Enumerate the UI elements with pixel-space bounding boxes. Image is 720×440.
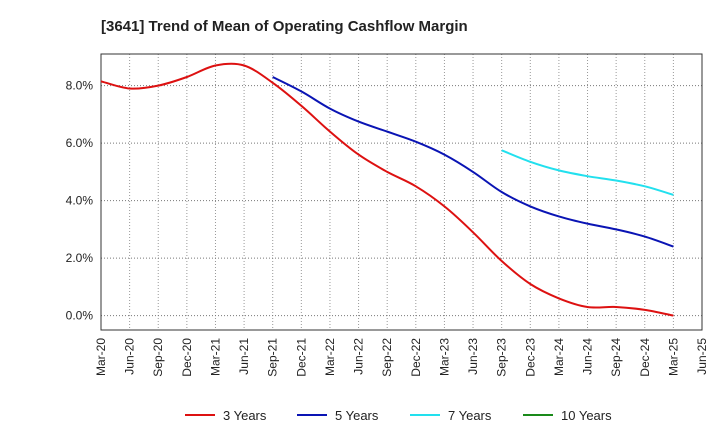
series-line-5-years: [272, 76, 674, 248]
y-tick-label: 2.0%: [66, 251, 94, 265]
chart-title: [3641] Trend of Mean of Operating Cashfl…: [101, 18, 468, 35]
x-tick-label: Sep-24: [609, 338, 623, 377]
x-tick-label: Jun-22: [352, 338, 366, 375]
x-tick-label: Jun-20: [123, 338, 137, 375]
legend-label: 7 Years: [448, 408, 492, 423]
legend-label: 3 Years: [223, 408, 267, 423]
x-tick-label: Dec-24: [638, 338, 652, 377]
x-tick-label: Mar-21: [208, 338, 222, 376]
x-tick-label: Sep-22: [380, 338, 394, 377]
x-tick-label: Dec-20: [180, 338, 194, 377]
x-tick-label: Mar-24: [552, 338, 566, 376]
x-tick-label: Dec-22: [409, 338, 423, 377]
legend-label: 10 Years: [561, 408, 612, 423]
plot-area: [100, 53, 703, 331]
x-tick-label: Dec-23: [523, 338, 537, 377]
series-lines: [100, 62, 674, 317]
x-tick-label: Dec-21: [294, 338, 308, 377]
x-tick-label: Sep-21: [266, 338, 280, 377]
x-tick-label: Mar-20: [94, 338, 108, 376]
legend: 3 Years 5 Years 7 Years 10 Years: [185, 408, 612, 423]
grid: [101, 54, 702, 330]
x-tick-label: Jun-24: [581, 338, 595, 375]
x-tick-label: Sep-20: [151, 338, 165, 377]
y-tick-label: 0.0%: [66, 309, 94, 323]
series-line-7-years: [501, 149, 674, 196]
x-tick-label: Jun-21: [237, 338, 251, 375]
x-tick-label: Mar-23: [437, 338, 451, 376]
y-tick-label: 4.0%: [66, 194, 94, 208]
legend-label: 5 Years: [335, 408, 379, 423]
x-tick-label: Jun-23: [466, 338, 480, 375]
x-tick-label: Sep-23: [495, 338, 509, 377]
x-tick-label: Jun-25: [695, 338, 709, 375]
series-line-3-years: [100, 62, 674, 317]
y-tick-label: 8.0%: [66, 79, 94, 93]
x-tick-label: Mar-25: [666, 338, 680, 376]
x-axis: Mar-20 Jun-20 Sep-20 Dec-20 Mar-21 Jun-21 Sep-…: [94, 338, 709, 377]
y-tick-label: 6.0%: [66, 136, 94, 150]
y-axis: 0.0% 2.0% 4.0% 6.0% 8.0%: [66, 79, 94, 323]
x-tick-label: Mar-22: [323, 338, 337, 376]
